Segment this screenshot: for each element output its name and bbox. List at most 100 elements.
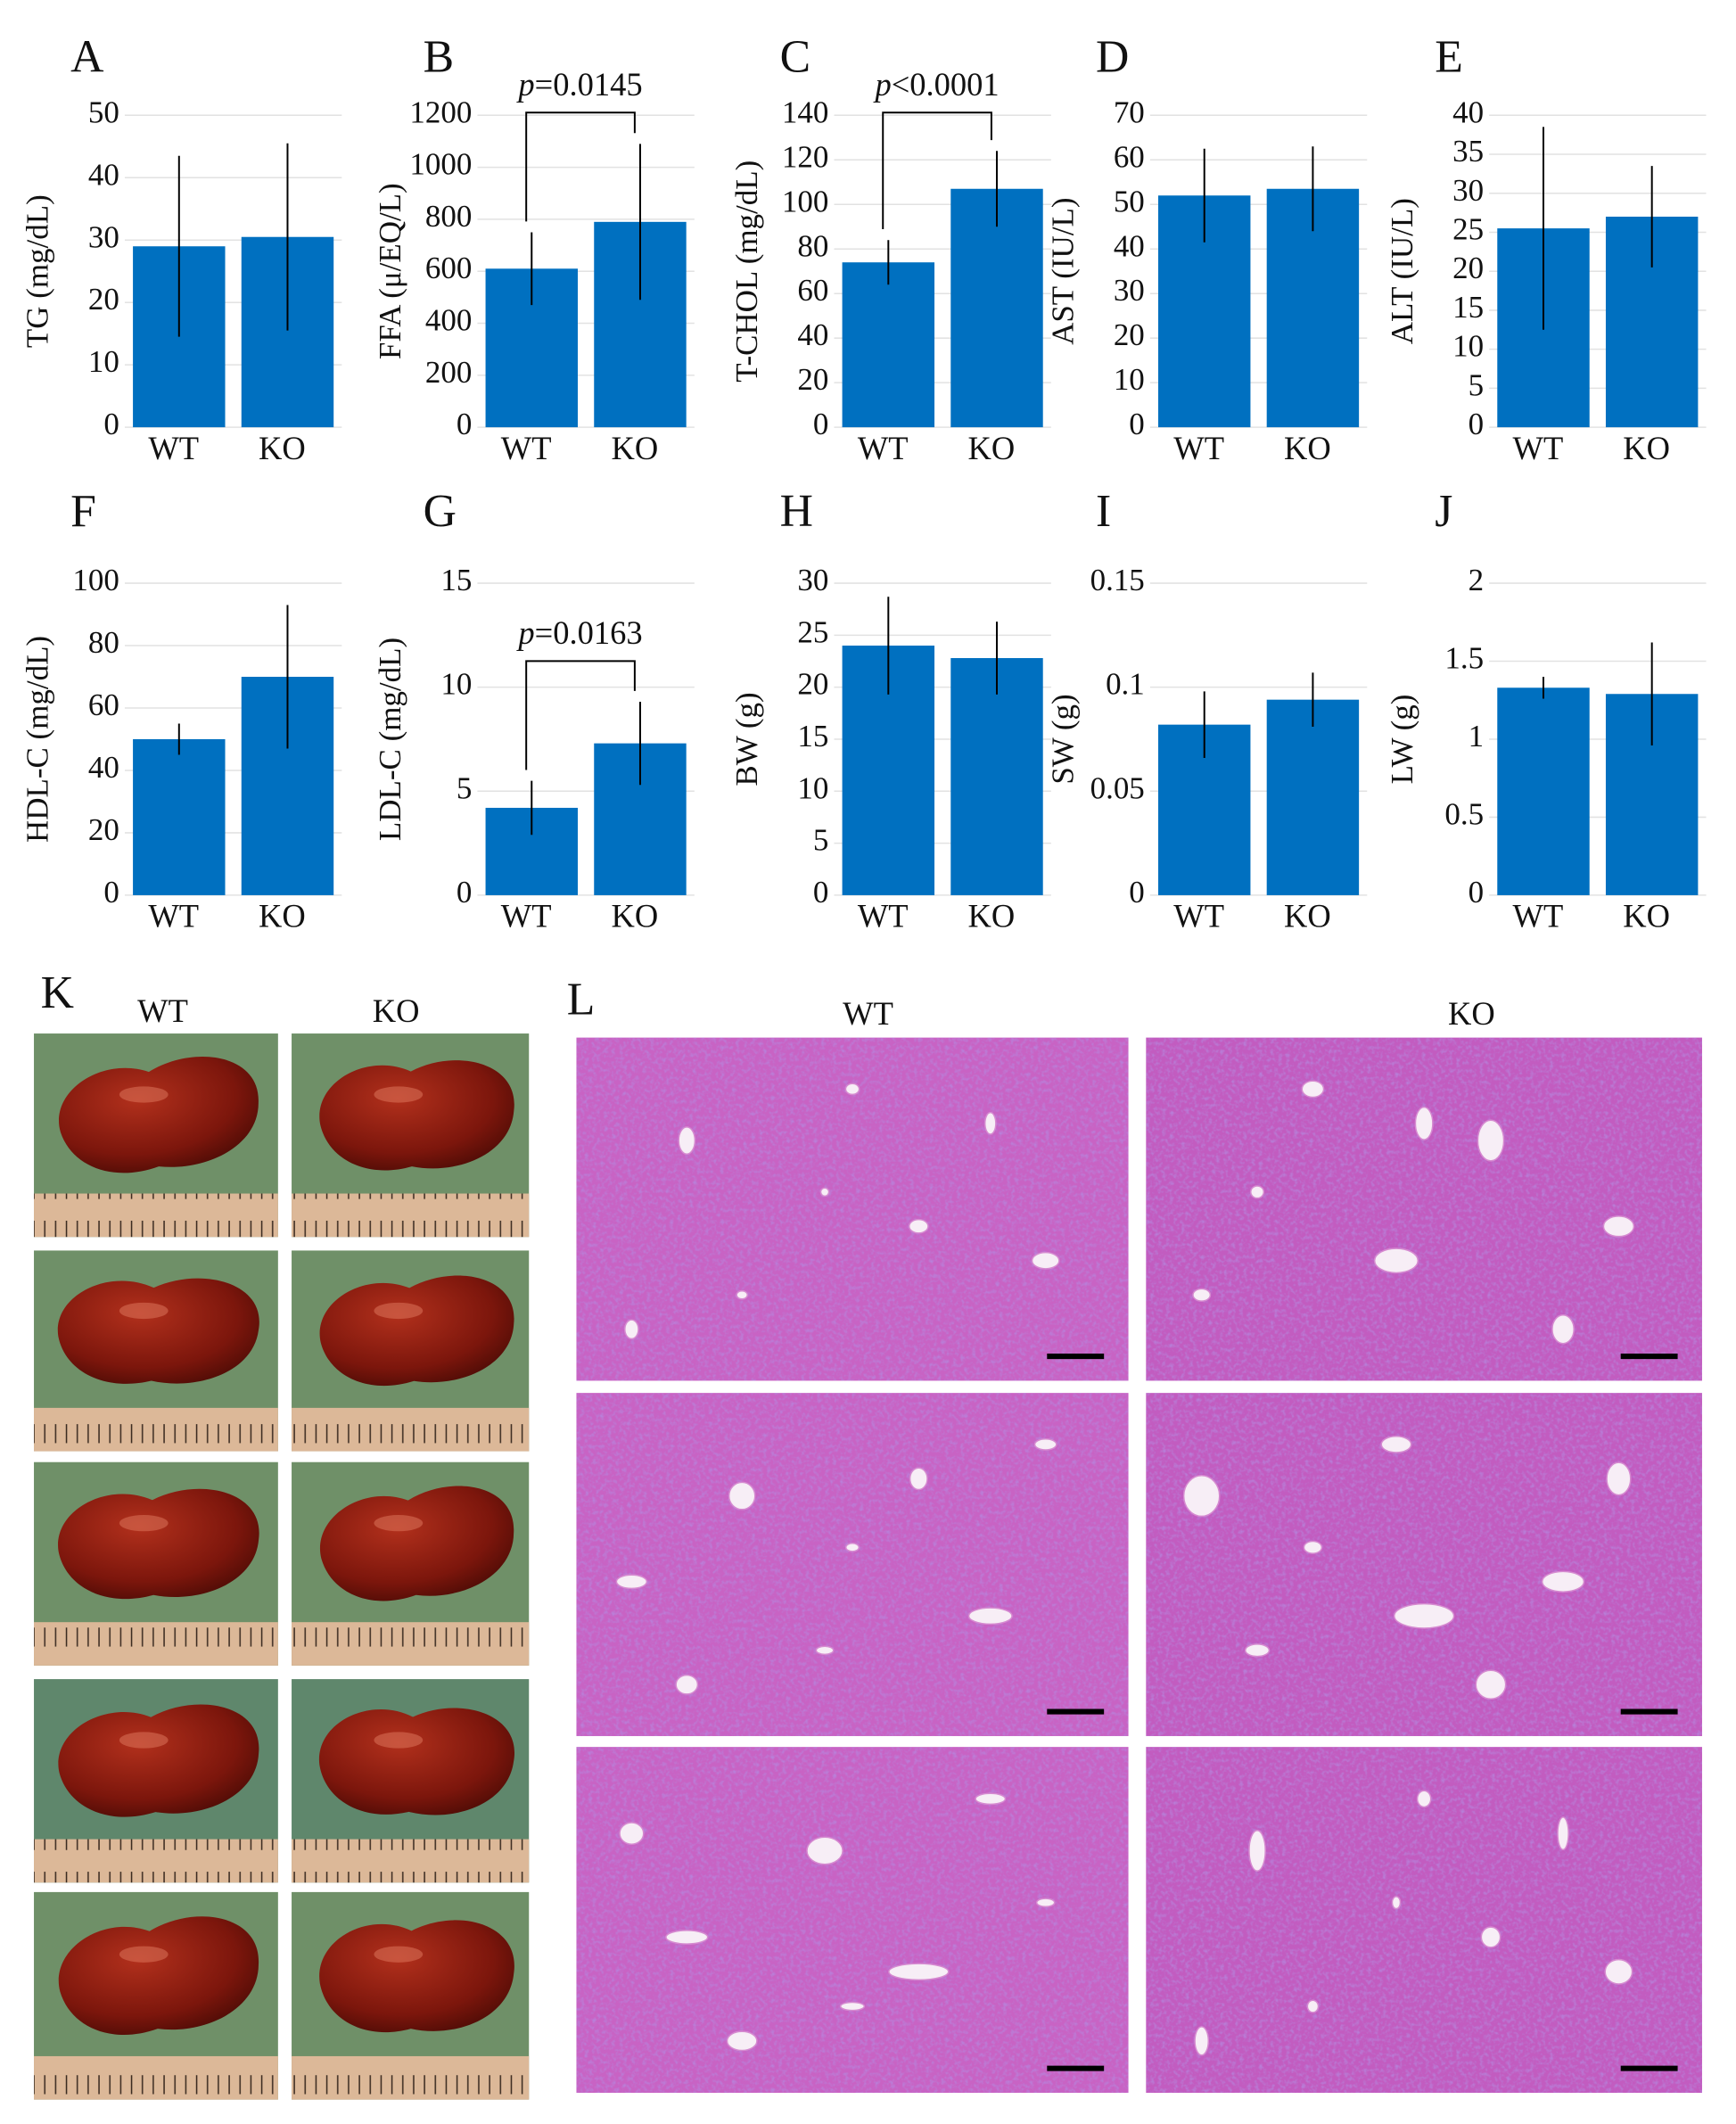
x-tick-label: WT: [1173, 430, 1224, 466]
column-label: KO: [1448, 995, 1495, 1032]
vessel: [726, 2030, 758, 2052]
y-axis-label: HDL-C (mg/dL): [21, 636, 55, 843]
y-tick-label: 1200: [409, 95, 472, 129]
liver: [57, 1278, 259, 1384]
vessel: [1182, 1475, 1221, 1518]
ruler: [34, 1407, 278, 1452]
y-tick-label: 0: [1129, 875, 1144, 910]
liver-highlight: [119, 1732, 169, 1749]
x-tick-label: WT: [858, 430, 909, 466]
vessel: [909, 1467, 928, 1491]
vessel: [1033, 1438, 1057, 1451]
bar: [133, 738, 226, 895]
y-tick-label: 0.05: [1090, 770, 1145, 805]
bar-chart: H 0 5 10 15 20 25 30 BW (g) WT KO: [729, 486, 1051, 934]
vessel: [1393, 1602, 1455, 1629]
significance-bracket: [525, 111, 636, 222]
y-tick-label: 0: [103, 875, 119, 910]
y-axis-label: SW (g): [1046, 694, 1081, 784]
bar: [1266, 699, 1360, 895]
y-tick-label: 60: [797, 273, 828, 308]
x-tick-label: WT: [858, 898, 909, 934]
y-tick-label: 0: [1129, 407, 1144, 441]
liver: [319, 1060, 514, 1171]
panel-letter: E: [1435, 31, 1463, 82]
vessel: [1244, 1643, 1271, 1658]
vessel: [1248, 1829, 1266, 1873]
y-axis-label: FFA (μ/EQ/L): [373, 183, 407, 359]
y-tick-label: 30: [88, 219, 119, 254]
y-tick-label: 10: [440, 667, 472, 702]
y-tick-label: 0.5: [1444, 796, 1484, 831]
liver-highlight: [374, 1302, 424, 1320]
y-tick-label: 200: [425, 355, 472, 390]
bar-chart: J 0 0.5 1 1.5 2 LW (g) WT KO: [1385, 486, 1707, 934]
ruler: [292, 1193, 530, 1238]
y-tick-label: 2: [1469, 563, 1484, 597]
x-tick-label: KO: [612, 898, 659, 934]
panel-letter: A: [70, 31, 103, 82]
x-tick-label: WT: [148, 430, 199, 466]
vessel: [839, 2001, 866, 2012]
bar-chart: F 0 20 40 60 80 100 HDL-C (mg/dL) WT KO: [21, 486, 342, 934]
x-tick-label: WT: [501, 430, 552, 466]
liver: [320, 1486, 514, 1601]
vessel: [975, 1792, 1007, 1806]
panel-letter: F: [70, 486, 96, 537]
liver-highlight: [374, 1946, 424, 1963]
stain-image: [576, 1747, 1129, 2094]
panel-letter: C: [780, 31, 811, 82]
y-tick-label: 10: [1452, 329, 1484, 364]
vessel: [819, 1187, 830, 1198]
column-label: WT: [137, 992, 188, 1029]
liver-highlight: [119, 1302, 169, 1320]
x-tick-label: KO: [612, 430, 659, 466]
vessel: [1380, 1435, 1412, 1453]
y-tick-label: 60: [1114, 139, 1145, 174]
y-tick-label: 30: [1114, 273, 1145, 308]
ruler: [292, 2055, 530, 2100]
vessel: [1391, 1896, 1402, 1910]
y-axis-label: ALT (IU/L): [1385, 198, 1419, 344]
y-tick-label: 0: [813, 875, 828, 910]
y-tick-label: 0: [1469, 407, 1484, 441]
liver-photos: K WT KO: [34, 967, 530, 2100]
bar: [950, 188, 1043, 428]
x-tick-label: WT: [501, 898, 552, 934]
y-tick-label: 100: [782, 184, 828, 218]
liver-highlight: [374, 1086, 424, 1103]
vessel: [908, 1218, 929, 1234]
x-tick-label: KO: [1284, 898, 1331, 934]
y-tick-label: 0: [103, 407, 119, 441]
liver: [319, 1275, 514, 1387]
column-label: WT: [843, 995, 893, 1032]
liver-highlight: [119, 1946, 169, 1963]
y-tick-label: 20: [88, 812, 119, 847]
panel-letter: K: [41, 967, 74, 1018]
x-tick-label: WT: [148, 898, 199, 934]
vessel: [1480, 1926, 1502, 1948]
y-tick-label: 140: [782, 95, 828, 129]
liver: [58, 1704, 259, 1817]
vessel: [1602, 1215, 1635, 1238]
bar: [1497, 687, 1590, 895]
y-tick-label: 80: [797, 228, 828, 263]
x-tick-label: KO: [259, 898, 306, 934]
x-tick-label: KO: [1623, 898, 1670, 934]
y-tick-label: 40: [1114, 228, 1145, 263]
y-tick-label: 5: [1469, 367, 1484, 402]
p-value: p=0.0145: [515, 66, 642, 103]
liver: [58, 1916, 259, 2035]
liver: [59, 1057, 259, 1173]
bar-chart: C 0 20 40 60 80 100 120 140 T-CHOL (mg/dL) WT KO p<0…: [729, 31, 1051, 466]
y-axis-label: TG (mg/dL): [21, 194, 55, 348]
y-tick-label: 15: [440, 563, 472, 597]
vessel: [1475, 1669, 1507, 1700]
x-tick-label: WT: [1513, 430, 1564, 466]
column-label: KO: [373, 992, 420, 1029]
y-tick-label: 400: [425, 303, 472, 338]
x-tick-label: WT: [1173, 898, 1224, 934]
vessel: [619, 1822, 645, 1846]
liver-highlight: [374, 1515, 424, 1532]
vessel: [665, 1930, 709, 1945]
